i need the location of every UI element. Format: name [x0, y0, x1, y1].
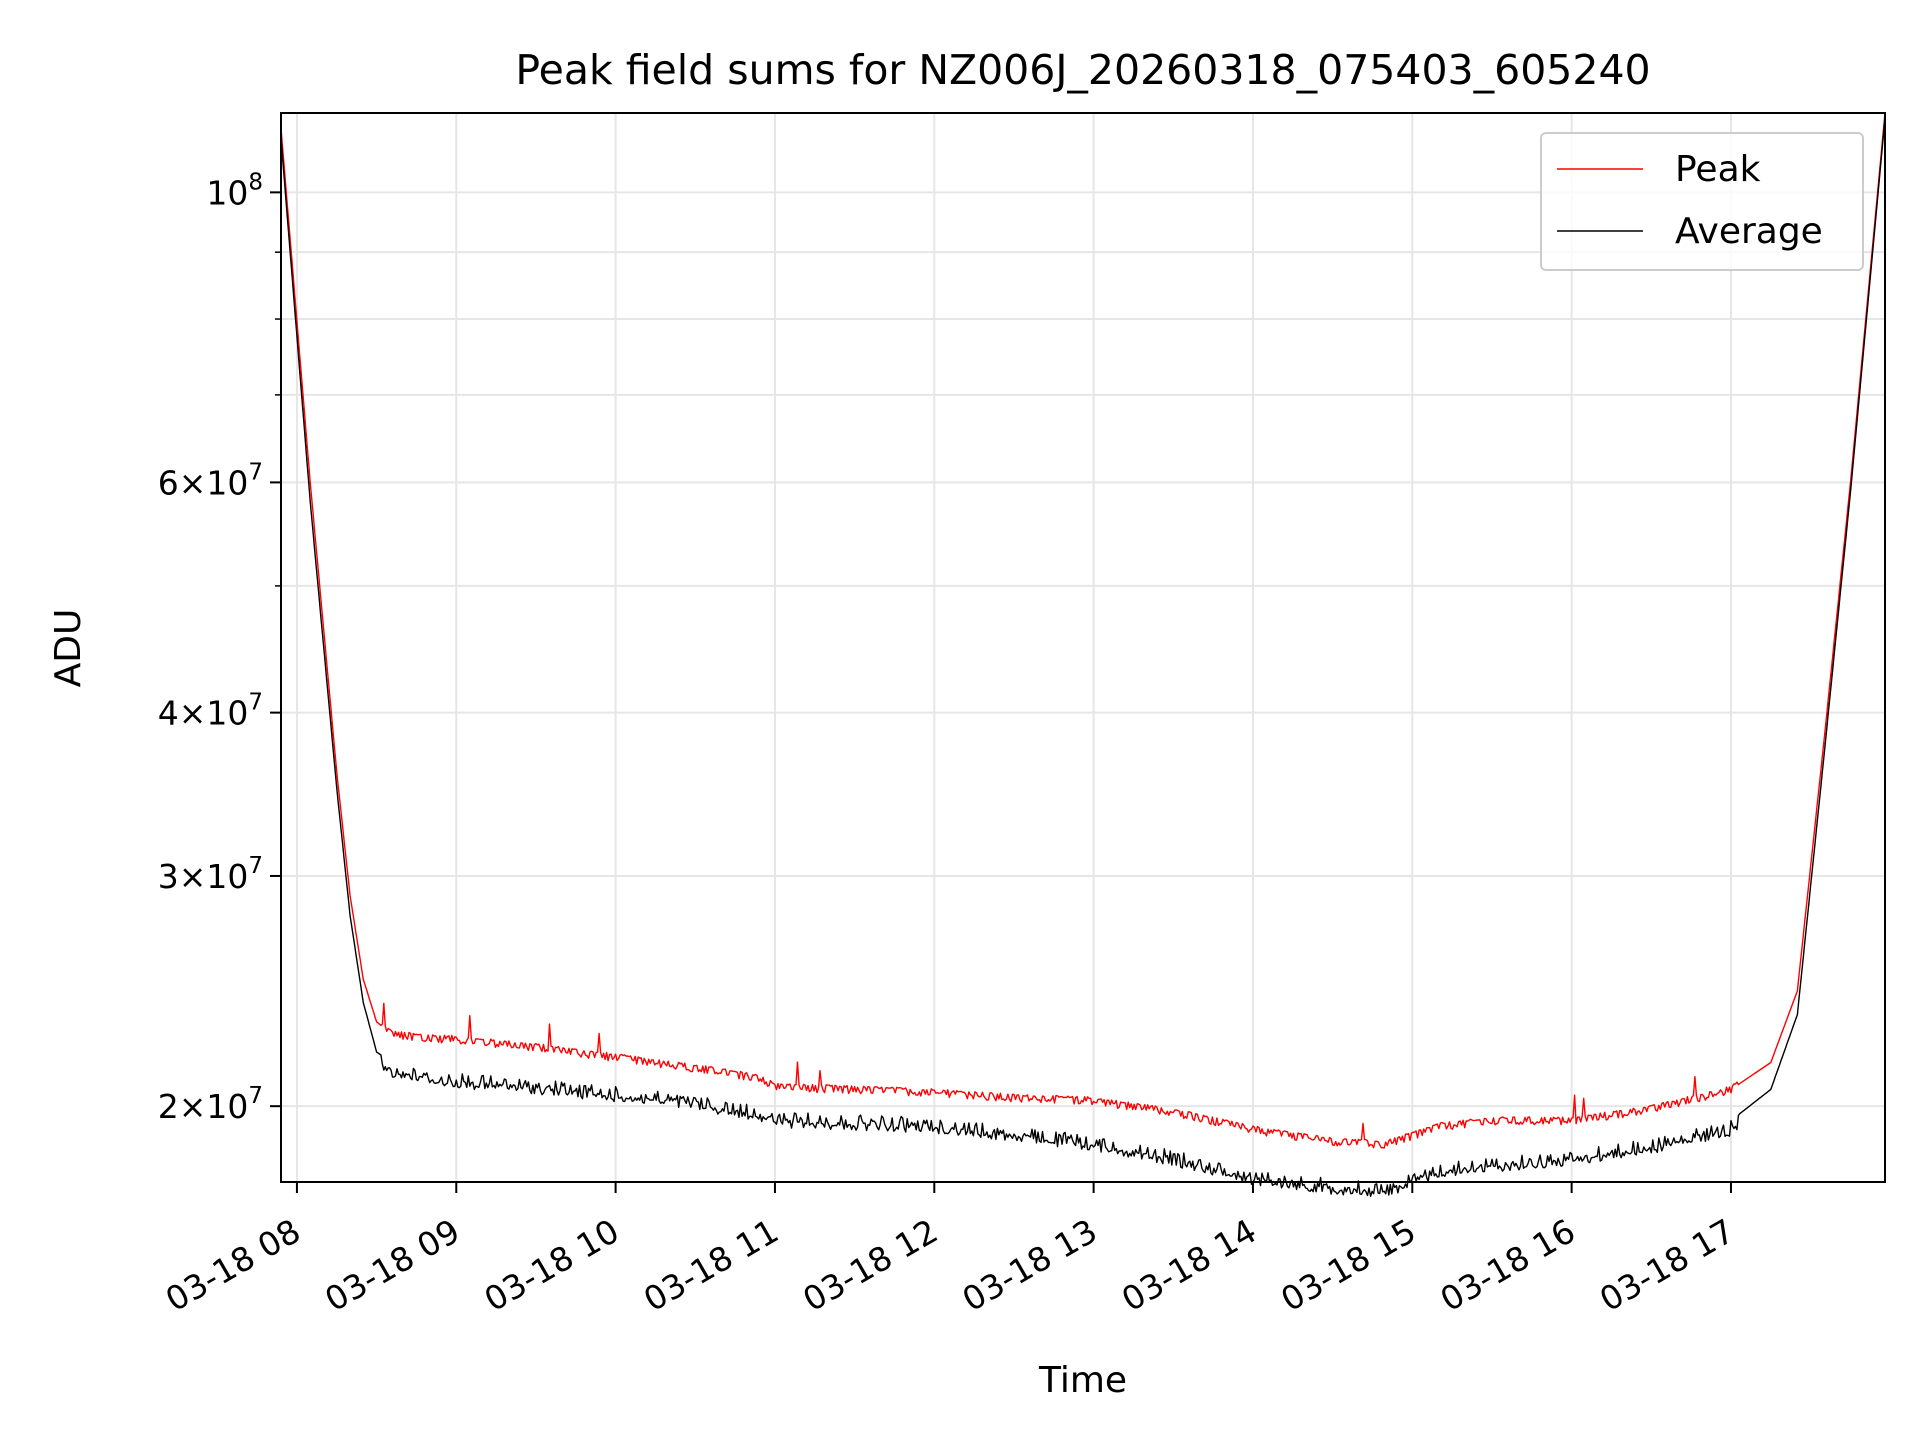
legend: Peak Average	[1540, 132, 1864, 271]
legend-label-average: Average	[1675, 211, 1823, 252]
y-tick-label: 108	[206, 169, 263, 212]
chart-title: Peak field sums for NZ006J_20260318_0754…	[515, 46, 1650, 94]
series-line-average	[280, 117, 1886, 1198]
y-axis-label: ADU	[48, 609, 89, 688]
series-line-peak	[280, 112, 1886, 1149]
y-tick-label: 6×107	[158, 459, 263, 502]
y-tick-label: 3×107	[158, 853, 263, 896]
x-axis-label: Time	[1038, 1360, 1127, 1401]
y-tick-label: 2×107	[158, 1083, 263, 1126]
series-lines	[280, 112, 1886, 1198]
y-axis-ticks: 2×107 3×107 4×107 6×107 108	[158, 169, 281, 1126]
legend-box	[1540, 132, 1864, 271]
legend-label-peak: Peak	[1675, 149, 1761, 190]
plot-frame	[280, 112, 1886, 1183]
y-tick-label: 4×107	[158, 690, 263, 733]
